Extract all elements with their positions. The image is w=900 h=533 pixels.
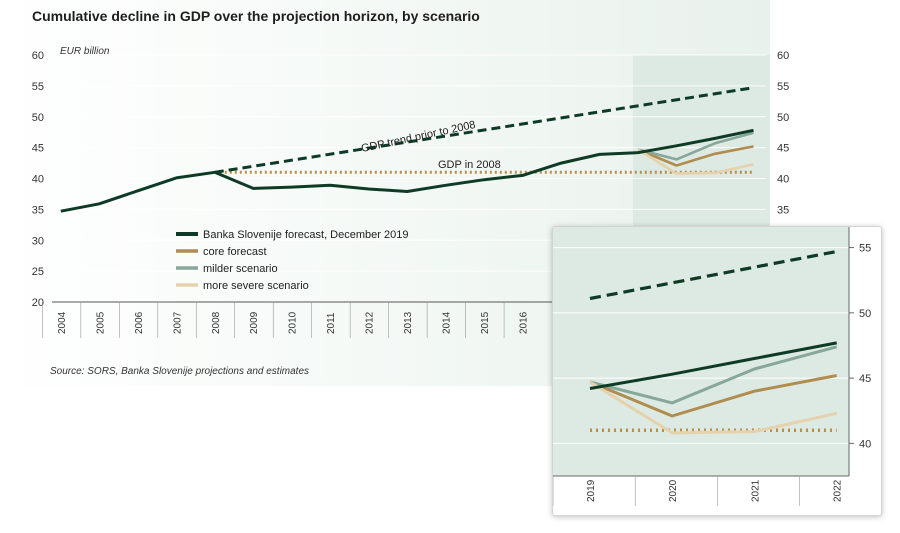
inset-y-tick-label: 50 <box>859 308 871 320</box>
x-tick-label: 2004 <box>57 311 68 334</box>
legend-label-core: core forecast <box>203 246 267 258</box>
x-tick-label: 2013 <box>403 311 414 334</box>
legend-label-severe: more severe scenario <box>203 280 309 292</box>
inset-chart: 40 45 50 55 2019 2020 2021 2022 <box>553 227 871 506</box>
y-tick-label: 55 <box>32 81 44 93</box>
y-tick-label: 25 <box>32 266 44 278</box>
series-banka-slovenije-forecast-december-2019 <box>60 128 754 213</box>
y-tick-label: 40 <box>32 174 44 186</box>
inset-shade-rect <box>553 227 849 476</box>
inset-series-milder-scenario <box>589 345 838 405</box>
x-tick-label: 2016 <box>519 311 530 334</box>
legend: Banka Slovenije forecast, December 2019 c… <box>176 229 408 292</box>
x-tick-label: 2010 <box>288 311 299 334</box>
annotation-gdp2008: GDP in 2008 <box>438 159 501 171</box>
inset-series-banka-slovenije-forecast-december-2019 <box>589 341 837 390</box>
inset-y-tick-label: 40 <box>859 438 871 450</box>
y-tick-label: 20 <box>32 297 44 309</box>
inset-y-tick-label: 55 <box>859 243 871 255</box>
x-tick-label: 2006 <box>134 311 145 334</box>
legend-label-milder: milder scenario <box>203 263 278 275</box>
inset-x-tick-label: 2022 <box>833 479 844 502</box>
y-tick-label: 50 <box>32 112 44 124</box>
inset-x-tick-label: 2019 <box>586 479 597 502</box>
inset-axes: 40 45 50 55 2019 2020 2021 2022 <box>553 227 871 506</box>
inset-gridlines <box>553 247 849 444</box>
series-layer <box>60 86 754 213</box>
y-tick-label-right: 55 <box>777 81 789 93</box>
inset-x-tick-label: 2020 <box>668 479 679 502</box>
y-tick-label: 35 <box>32 204 44 216</box>
inset-series-layer <box>589 249 838 435</box>
y-tick-label-right: 60 <box>777 50 789 62</box>
series-gdp-trend-prior-to-2008 <box>214 86 754 174</box>
x-tick-label: 2008 <box>211 311 222 334</box>
y-tick-label-right: 35 <box>777 204 789 216</box>
y-tick-label: 45 <box>32 143 44 155</box>
series-milder-scenario <box>637 131 754 161</box>
y-tick-label-right: 45 <box>777 143 789 155</box>
x-tick-label: 2009 <box>249 311 260 334</box>
annotation-trend: GDP trend prior to 2008 <box>360 119 477 155</box>
x-tick-label: 2012 <box>365 311 376 334</box>
y-tick-label: 30 <box>32 235 44 247</box>
inset-y-tick-label: 45 <box>859 373 871 385</box>
y-tick-label: 60 <box>32 50 44 62</box>
inset-shade <box>553 227 849 476</box>
x-tick-label: 2007 <box>172 311 183 334</box>
inset-x-tick-label: 2021 <box>750 479 761 502</box>
x-tick-label: 2015 <box>480 311 491 334</box>
unit-label: EUR billion <box>60 46 110 57</box>
inset-series-more-severe-scenario <box>589 380 838 435</box>
inset-series-gdp-trend-prior-to-2008 <box>589 249 837 301</box>
x-tick-label: 2014 <box>442 311 453 334</box>
series-more-severe-scenario <box>637 148 754 175</box>
chart-title: Cumulative decline in GDP over the proje… <box>32 8 480 24</box>
y-tick-label-right: 50 <box>777 112 789 124</box>
series-core-forecast <box>637 145 754 167</box>
axes: 20 25 30 35 40 45 50 55 60 35 40 45 50 55 60 2004 2005 20… <box>32 50 789 338</box>
zoom-inset: 40 45 50 55 2019 2020 2021 2022 <box>552 226 882 516</box>
inset-series-core-forecast <box>589 374 837 418</box>
x-tick-label: 2005 <box>95 311 106 334</box>
x-tick-label: 2011 <box>326 312 337 334</box>
source-note: Source: SORS, Banka Slovenije projection… <box>50 366 309 377</box>
legend-label-forecast: Banka Slovenije forecast, December 2019 <box>203 229 408 241</box>
y-tick-label-right: 40 <box>777 174 789 186</box>
gridlines <box>52 54 766 303</box>
